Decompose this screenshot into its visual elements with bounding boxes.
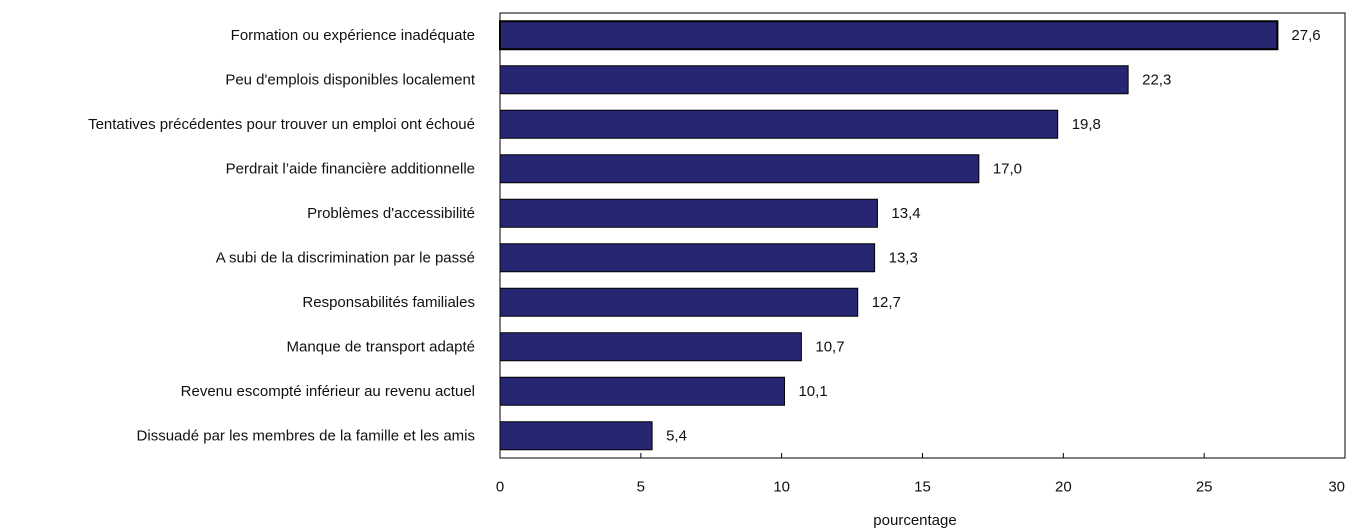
value-label: 27,6 <box>1291 27 1320 44</box>
bar <box>499 243 876 273</box>
bar <box>499 109 1059 139</box>
category-label: Formation ou expérience inadéquate <box>231 27 475 44</box>
x-tick-label: 10 <box>773 479 790 496</box>
value-label: 5,4 <box>666 427 687 444</box>
bar <box>499 198 878 228</box>
x-tick-label: 15 <box>914 479 931 496</box>
bar <box>499 65 1129 95</box>
value-label: 13,4 <box>891 205 920 222</box>
category-label: A subi de la discrimination par le passé <box>216 249 475 266</box>
x-tick-label: 20 <box>1055 479 1072 496</box>
category-label: Revenu escompté inférieur au revenu actu… <box>181 383 475 400</box>
bar <box>499 376 785 406</box>
category-label: Problèmes d'accessibilité <box>307 205 475 222</box>
category-label: Manque de transport adapté <box>287 338 475 355</box>
x-axis-ticks-group: 0 5 10 15 20 25 30 <box>496 453 1346 496</box>
value-label: 19,8 <box>1072 116 1101 133</box>
category-label: Tentatives précédentes pour trouver un e… <box>88 116 475 133</box>
category-label: Perdrait l’aide financière additionnelle <box>226 160 475 177</box>
bar <box>499 20 1279 51</box>
category-label: Dissuadé par les membres de la famille e… <box>137 427 475 444</box>
x-axis-title: pourcentage <box>873 512 956 529</box>
bar <box>499 287 859 317</box>
bar <box>499 332 802 362</box>
x-tick-label: 5 <box>637 479 645 496</box>
value-label: 17,0 <box>993 160 1022 177</box>
category-label: Peu d'emplois disponibles localement <box>225 71 476 88</box>
x-tick-label: 0 <box>496 479 504 496</box>
bars-group <box>499 20 1279 451</box>
value-label: 13,3 <box>889 249 918 266</box>
value-labels-group: 27,6 22,3 19,8 17,0 13,4 13,3 12,7 10,7 10,1 5,4 <box>666 27 1321 445</box>
category-label: Responsabilités familiales <box>302 294 475 311</box>
value-label: 22,3 <box>1142 71 1171 88</box>
value-label: 10,7 <box>815 338 844 355</box>
bar <box>499 421 653 451</box>
value-label: 12,7 <box>872 294 901 311</box>
category-labels-group: Formation ou expérience inadéquate Peu d'… <box>88 27 476 445</box>
x-tick-label: 30 <box>1328 479 1345 496</box>
bar <box>499 154 980 184</box>
x-tick-label: 25 <box>1196 479 1213 496</box>
value-label: 10,1 <box>798 383 827 400</box>
